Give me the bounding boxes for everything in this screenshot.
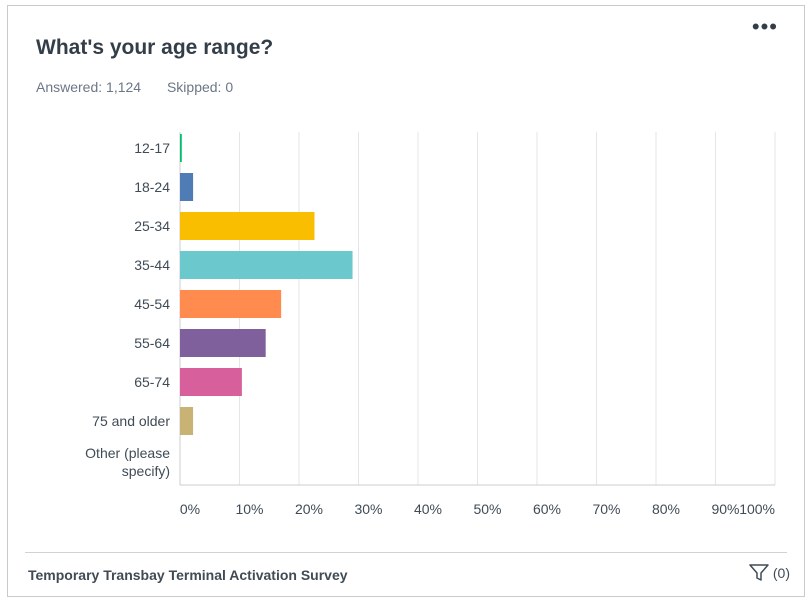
bar — [180, 251, 353, 279]
x-tick-label: 0% — [180, 501, 200, 517]
x-tick-label: 40% — [414, 501, 442, 517]
category-label: 25-34 — [134, 218, 170, 234]
survey-name: Temporary Transbay Terminal Activation S… — [28, 567, 348, 583]
skipped-count: Skipped: 0 — [166, 79, 234, 95]
x-tick-label: 20% — [295, 501, 323, 517]
x-tick-label: 90% — [711, 501, 739, 517]
bar — [180, 173, 194, 201]
bar — [180, 329, 266, 357]
category-label: 35-44 — [134, 257, 170, 273]
category-label: 45-54 — [134, 296, 170, 312]
filter-icon — [749, 564, 769, 581]
bar — [180, 134, 182, 162]
category-label: Other (please specify) — [85, 445, 170, 479]
bar — [180, 407, 194, 435]
x-tick-label: 50% — [473, 501, 501, 517]
category-label: 75 and older — [92, 413, 170, 429]
filter-button[interactable]: (0) — [749, 564, 790, 582]
x-tick-label: 10% — [235, 501, 263, 517]
question-title: What's your age range? — [36, 36, 274, 59]
category-label: 18-24 — [134, 179, 170, 195]
x-tick-label: 30% — [354, 501, 382, 517]
x-tick-label: 70% — [592, 501, 620, 517]
bar — [180, 368, 242, 396]
x-tick-label: 80% — [652, 501, 680, 517]
more-options-icon[interactable]: ••• — [751, 14, 778, 39]
x-tick-label: 60% — [533, 501, 561, 517]
category-label: 12-17 — [134, 140, 170, 156]
x-tick-label: 100% — [739, 501, 775, 517]
footer-divider — [25, 552, 787, 553]
filter-count: (0) — [772, 565, 790, 581]
bar — [180, 290, 282, 318]
bar — [180, 212, 315, 240]
answered-count: Answered: 1,124 — [36, 79, 142, 95]
category-label: 55-64 — [134, 335, 170, 351]
survey-question-card: ••• What's your age range? Answered: 1,1… — [7, 5, 805, 597]
response-stats: Answered: 1,124 Skipped: 0 — [36, 79, 255, 95]
category-label: 65-74 — [134, 374, 170, 390]
